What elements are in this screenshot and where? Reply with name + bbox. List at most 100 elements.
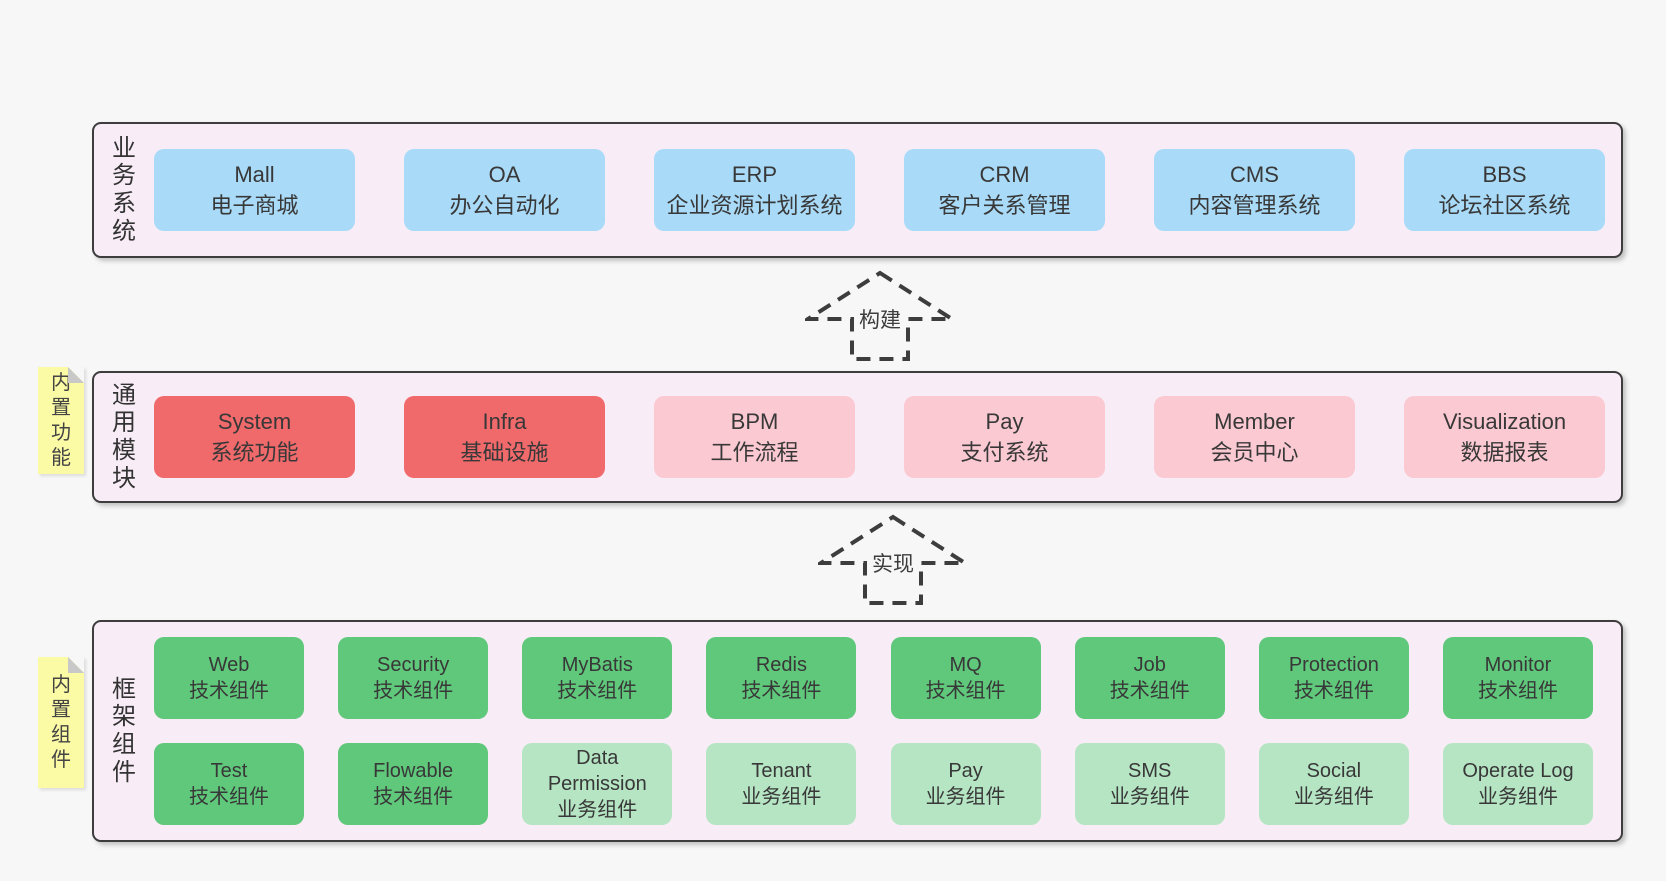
box-name: CRM: [979, 161, 1030, 187]
box-system: System 系统功能: [154, 396, 355, 478]
box-security: Security 技术组件: [338, 637, 489, 719]
box-name: BPM: [730, 408, 779, 434]
box-desc: 技术组件: [1477, 680, 1558, 702]
box-sms: SMS 业务组件: [1074, 743, 1225, 825]
box-name: Job: [1133, 654, 1166, 676]
components-row-2: Test 技术组件 Flowable 技术组件 Data Permission …: [154, 743, 1593, 825]
components-rows: Web 技术组件 Security 技术组件 MyBatis 技术组件 Redi…: [154, 622, 1621, 840]
box-erp: ERP 企业资源计划系统: [654, 149, 855, 231]
box-name: Pay: [948, 760, 983, 782]
box-name: Monitor: [1484, 654, 1552, 676]
box-test: Test 技术组件: [154, 743, 304, 825]
dashed-up-arrow-icon: [805, 270, 955, 361]
box-bbs: BBS 论坛社区系统: [1404, 149, 1605, 231]
box-name: Infra: [482, 408, 527, 434]
arrow-build-label: 构建: [856, 304, 904, 334]
box-desc: 技术组件: [1293, 680, 1374, 702]
box-desc: 论坛社区系统: [1438, 193, 1571, 218]
box-name: Visualization: [1442, 408, 1567, 434]
box-desc: 系统功能: [210, 440, 299, 465]
box-bpm: BPM 工作流程: [654, 396, 855, 478]
box-name: CMS: [1230, 161, 1279, 187]
tag-label: 内置组件: [51, 673, 71, 771]
box-job: Job 技术组件: [1074, 637, 1225, 719]
business-row: Mall 电子商城 OA 办公自动化 ERP 企业资源计划系统 CRM 客户关系…: [154, 149, 1605, 231]
box-name: Protection: [1288, 654, 1379, 676]
box-flowable: Flowable 技术组件: [338, 743, 489, 825]
modules-row: System 系统功能 Infra 基础设施 BPM 工作流程 Pay 支付系统…: [154, 396, 1605, 478]
box-name: ERP: [731, 161, 778, 187]
box-name: SMS: [1128, 760, 1172, 782]
box-tenant: Tenant 业务组件: [706, 743, 857, 825]
box-name: MQ: [949, 654, 982, 676]
dashed-up-arrow-icon: [818, 514, 968, 605]
box-desc: 会员中心: [1210, 440, 1299, 465]
box-social: Social 业务组件: [1258, 743, 1409, 825]
tag-built-in-features: 内置功能: [38, 367, 84, 474]
box-desc: 技术组件: [925, 680, 1006, 702]
box-desc: 工作流程: [710, 440, 799, 465]
box-mybatis: MyBatis 技术组件: [522, 637, 673, 719]
box-monitor: Monitor 技术组件: [1442, 637, 1593, 719]
box-name: Operate Log: [1462, 760, 1574, 782]
box-desc: 技术组件: [373, 680, 454, 702]
box-desc: 技术组件: [741, 680, 822, 702]
section-modules-label: 通用模块: [94, 373, 154, 501]
box-desc: 技术组件: [189, 680, 269, 702]
box-member: Member 会员中心: [1154, 396, 1355, 478]
box-name: Flowable: [373, 760, 454, 782]
section-components-label: 框架组件: [94, 622, 154, 840]
box-desc: 电子商城: [210, 193, 299, 218]
box-desc: 业务组件: [1293, 786, 1374, 808]
business-rows: Mall 电子商城 OA 办公自动化 ERP 企业资源计划系统 CRM 客户关系…: [154, 124, 1621, 256]
box-data-permission: Data Permission 业务组件: [522, 743, 673, 825]
box-name: BBS: [1482, 161, 1527, 187]
box-redis: Redis 技术组件: [706, 637, 857, 719]
section-framework-components: 框架组件 Web 技术组件 Security 技术组件 MyBatis 技术组件…: [92, 620, 1623, 842]
box-desc: 业务组件: [925, 786, 1006, 808]
box-desc: 技术组件: [557, 680, 638, 702]
box-name: Pay: [985, 408, 1024, 434]
box-name: Data Permission: [547, 747, 647, 795]
box-desc: 办公自动化: [449, 193, 560, 218]
box-crm: CRM 客户关系管理: [904, 149, 1105, 231]
box-name: Test: [210, 760, 248, 782]
box-name: MyBatis: [561, 654, 633, 676]
box-oa: OA 办公自动化: [404, 149, 605, 231]
box-web: Web 技术组件: [154, 637, 304, 719]
box-name: OA: [488, 161, 521, 187]
modules-rows: System 系统功能 Infra 基础设施 BPM 工作流程 Pay 支付系统…: [154, 373, 1621, 501]
box-name: Tenant: [751, 760, 812, 782]
vertical-label: 通用模块: [112, 381, 136, 492]
box-mall: Mall 电子商城: [154, 149, 355, 231]
box-desc: 技术组件: [189, 786, 269, 808]
section-common-modules: 通用模块 System 系统功能 Infra 基础设施 BPM 工作流程 Pay…: [92, 371, 1623, 503]
box-pay: Pay 支付系统: [904, 396, 1105, 478]
box-pay-component: Pay 业务组件: [890, 743, 1041, 825]
section-business-systems: 业务系统 Mall 电子商城 OA 办公自动化 ERP 企业资源计划系统 CRM…: [92, 122, 1623, 258]
box-name: Mall: [234, 161, 275, 187]
arrow-build: 构建: [805, 270, 955, 362]
box-operate-log: Operate Log 业务组件: [1442, 743, 1593, 825]
vertical-label: 业务系统: [112, 134, 136, 245]
box-desc: 数据报表: [1460, 440, 1549, 465]
box-name: System: [217, 408, 292, 434]
box-visualization: Visualization 数据报表: [1404, 396, 1605, 478]
section-business-label: 业务系统: [94, 124, 154, 256]
box-desc: 技术组件: [1109, 680, 1190, 702]
tag-built-in-components: 内置组件: [38, 657, 84, 788]
box-name: Redis: [755, 654, 807, 676]
arrow-implement-label: 实现: [869, 548, 917, 578]
components-row-1: Web 技术组件 Security 技术组件 MyBatis 技术组件 Redi…: [154, 637, 1593, 719]
box-desc: 基础设施: [460, 440, 549, 465]
box-name: Web: [208, 654, 250, 676]
box-desc: 内容管理系统: [1188, 193, 1321, 218]
box-cms: CMS 内容管理系统: [1154, 149, 1355, 231]
box-desc: 业务组件: [741, 786, 822, 808]
box-desc: 业务组件: [1477, 786, 1558, 808]
box-desc: 技术组件: [373, 786, 454, 808]
box-desc: 支付系统: [960, 440, 1049, 465]
box-infra: Infra 基础设施: [404, 396, 605, 478]
box-mq: MQ 技术组件: [890, 637, 1041, 719]
arrow-implement: 实现: [818, 514, 968, 606]
